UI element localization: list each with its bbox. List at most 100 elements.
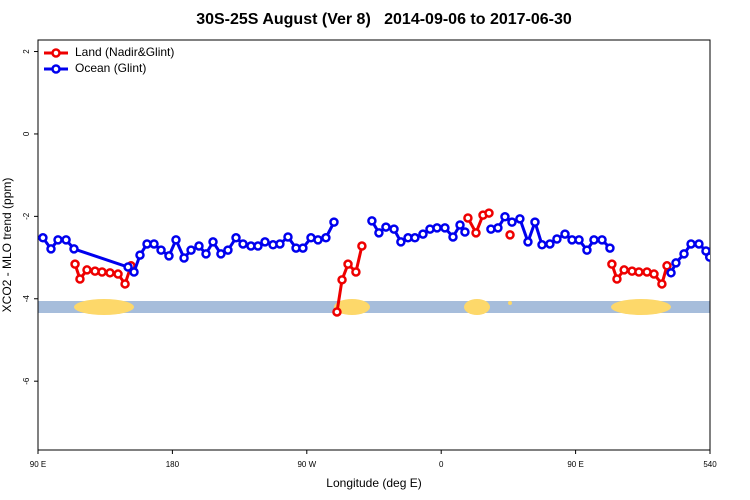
data-point — [82, 265, 92, 275]
legend-label: Land (Nadir&Glint) — [75, 45, 174, 59]
data-point — [113, 269, 123, 279]
plot-frame — [37, 39, 711, 451]
y-tick-label: -6 — [22, 377, 31, 385]
data-point — [545, 239, 555, 249]
data-point — [75, 274, 85, 284]
data-point — [649, 269, 659, 279]
data-point — [560, 229, 570, 239]
data-point — [662, 261, 672, 271]
data-point — [589, 235, 599, 245]
x-tick-label: 0 — [439, 460, 444, 469]
data-point — [515, 214, 525, 224]
data-point — [507, 217, 517, 227]
surface-band — [38, 299, 710, 315]
data-point — [53, 235, 63, 245]
x-tick-label: 90 W — [297, 460, 316, 469]
data-point — [208, 237, 218, 247]
data-point — [105, 268, 115, 278]
data-point — [463, 213, 473, 223]
data-point — [46, 244, 56, 254]
data-point — [61, 235, 71, 245]
legend: Land (Nadir&Glint) Ocean (Glint) — [44, 45, 174, 75]
data-point — [283, 232, 293, 242]
data-point — [694, 239, 704, 249]
data-point — [537, 240, 547, 250]
x-tick-label: 180 — [166, 460, 180, 469]
data-point — [505, 230, 515, 240]
data-point — [582, 245, 592, 255]
chart-title: 30S-25S August (Ver 8) 2014-09-06 to 201… — [196, 11, 572, 28]
x-tick-label: 90 E — [30, 460, 46, 469]
data-point — [686, 239, 696, 249]
data-point — [179, 253, 189, 263]
data-point — [389, 224, 399, 234]
data-point — [440, 223, 450, 233]
data-point — [238, 239, 248, 249]
legend-marker — [51, 64, 61, 74]
y-tick-label: 0 — [22, 131, 31, 136]
data-point — [574, 235, 584, 245]
data-point — [97, 267, 107, 277]
y-axis-label: XCO2 - MLO trend (ppm) — [0, 178, 14, 313]
data-point — [135, 250, 145, 260]
data-point — [329, 217, 339, 227]
data-point — [484, 208, 494, 218]
data-point — [231, 233, 241, 243]
data-point — [418, 229, 428, 239]
data-point — [186, 245, 196, 255]
data-point — [597, 235, 607, 245]
x-tick-label: 90 E — [567, 460, 583, 469]
data-point — [671, 258, 681, 268]
x-tick-label: 540 — [703, 460, 717, 469]
data-point — [70, 259, 80, 269]
data-point — [351, 267, 361, 277]
data-point — [120, 279, 130, 289]
y-tick-label: 2 — [22, 49, 31, 54]
y-tick-label: -4 — [22, 295, 31, 303]
data-point — [634, 267, 644, 277]
data-point — [156, 245, 166, 255]
data-point — [432, 223, 442, 233]
land-band — [464, 299, 490, 315]
data-point — [552, 234, 562, 244]
data-point — [313, 235, 323, 245]
data-point — [455, 220, 465, 230]
data-point — [69, 244, 79, 254]
data-point — [201, 249, 211, 259]
land-band — [508, 301, 512, 305]
data-point — [260, 237, 270, 247]
data-point — [605, 243, 615, 253]
data-point — [666, 268, 676, 278]
data-point — [523, 237, 533, 247]
data-point — [396, 237, 406, 247]
data-point — [343, 259, 353, 269]
land-band — [334, 299, 370, 315]
data-point — [216, 249, 226, 259]
legend-label: Ocean (Glint) — [75, 61, 146, 75]
data-point — [612, 274, 622, 284]
data-point — [275, 239, 285, 249]
data-point — [471, 228, 481, 238]
data-point — [149, 239, 159, 249]
data-point — [500, 212, 510, 222]
data-point — [448, 232, 458, 242]
data-point — [321, 233, 331, 243]
land-band — [611, 299, 671, 315]
data-point — [607, 259, 617, 269]
data-point — [357, 241, 367, 251]
data-point — [129, 267, 139, 277]
data-point — [164, 251, 174, 261]
data-point — [374, 228, 384, 238]
ocean-band — [38, 301, 710, 313]
data-point — [123, 262, 133, 272]
data-point — [332, 307, 342, 317]
data-point — [194, 241, 204, 251]
y-tick-label: -2 — [22, 212, 31, 220]
data-point — [367, 216, 377, 226]
data-point — [530, 217, 540, 227]
data-point — [679, 249, 689, 259]
x-axis-label: Longitude (deg E) — [326, 476, 421, 490]
legend-marker — [51, 48, 61, 58]
data-point — [619, 265, 629, 275]
